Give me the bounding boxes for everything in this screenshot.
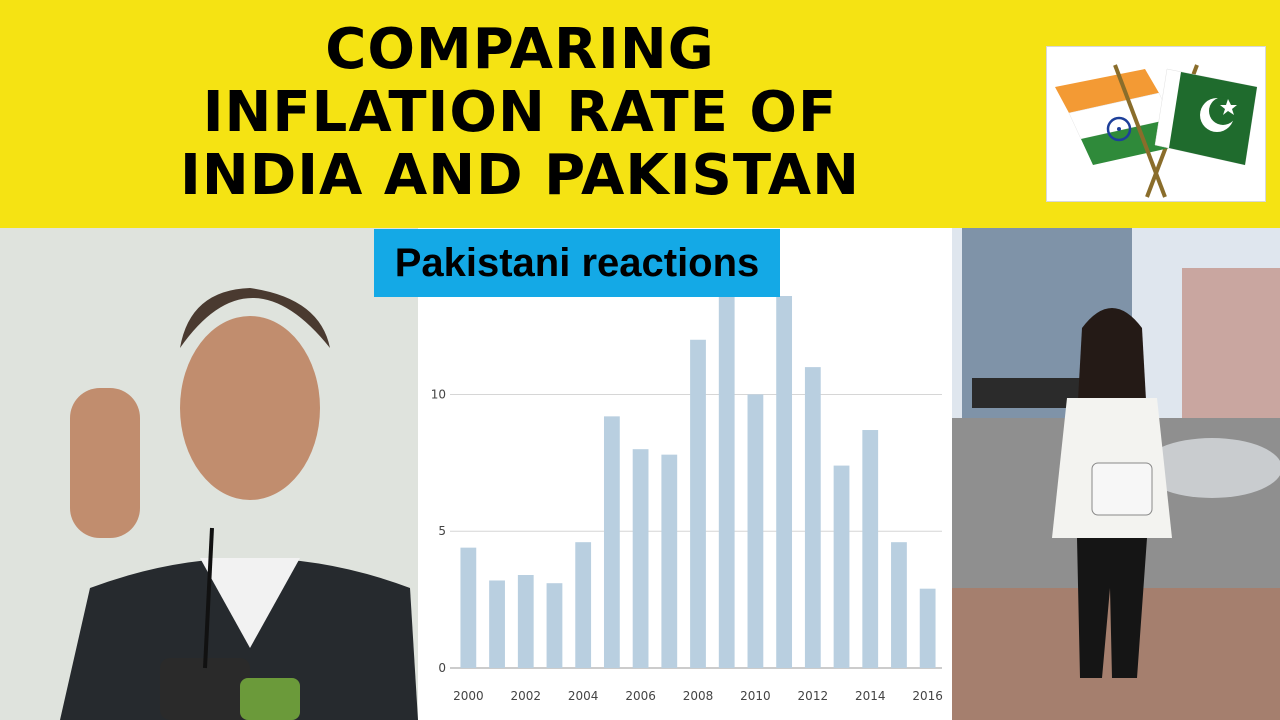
bar-2007 (661, 454, 678, 668)
bar-2010 (747, 394, 764, 668)
crossed-flags-image (1046, 46, 1266, 202)
x-tick-label: 2002 (510, 689, 541, 703)
bar-2009 (718, 296, 735, 668)
x-tick-label: 2006 (625, 689, 656, 703)
title-line-2: INFLATION RATE OF (202, 80, 838, 145)
x-tick-label: 2000 (453, 689, 484, 703)
bar-2016 (919, 588, 936, 668)
pakistan-flag-icon (1113, 64, 1258, 198)
bar-2000 (460, 547, 477, 668)
bar-2003 (546, 583, 563, 668)
x-tick-label: 2016 (912, 689, 943, 703)
x-tick-label: 2004 (568, 689, 599, 703)
photo-speaker (0, 228, 418, 720)
x-tick-label: 2014 (855, 689, 886, 703)
title-banner: COMPARING INFLATION RATE OF INDIA AND PA… (0, 0, 1280, 228)
chart-bars (460, 296, 936, 668)
bar-2011 (776, 296, 793, 668)
bar-2005 (603, 416, 620, 668)
page-title: COMPARING INFLATION RATE OF INDIA AND PA… (0, 18, 1040, 207)
y-tick-label: 0 (438, 661, 446, 675)
photo-street-woman (952, 228, 1280, 720)
bar-2015 (891, 542, 907, 668)
x-tick-label: 2012 (798, 689, 829, 703)
title-line-3: INDIA AND PAKISTAN (180, 143, 860, 208)
bar-2014 (862, 430, 879, 668)
chart-x-axis: 2000 2002 2004 2006 2008 2010 2012 2014 2016 (453, 689, 943, 703)
bar-2012 (804, 367, 821, 668)
bar-2004 (575, 542, 592, 668)
chart-svg: 0 5 10 2000 2002 2004 2006 2008 2010 2012 2014 201… (418, 228, 952, 720)
bar-2001 (489, 580, 505, 668)
inflation-chart: 0 5 10 2000 2002 2004 2006 2008 2010 2012 2014 201… (418, 228, 952, 720)
bar-2013 (833, 465, 850, 668)
y-tick-label: 5 (438, 524, 446, 538)
chart-y-axis: 0 5 10 (431, 387, 446, 675)
bar-2008 (690, 339, 706, 668)
caption-banner: Pakistani reactions (374, 229, 780, 297)
x-tick-label: 2010 (740, 689, 771, 703)
y-tick-label: 10 (431, 387, 446, 401)
bar-2002 (517, 575, 534, 668)
x-tick-label: 2008 (683, 689, 714, 703)
bar-2006 (632, 449, 649, 668)
title-line-1: COMPARING (325, 17, 715, 82)
